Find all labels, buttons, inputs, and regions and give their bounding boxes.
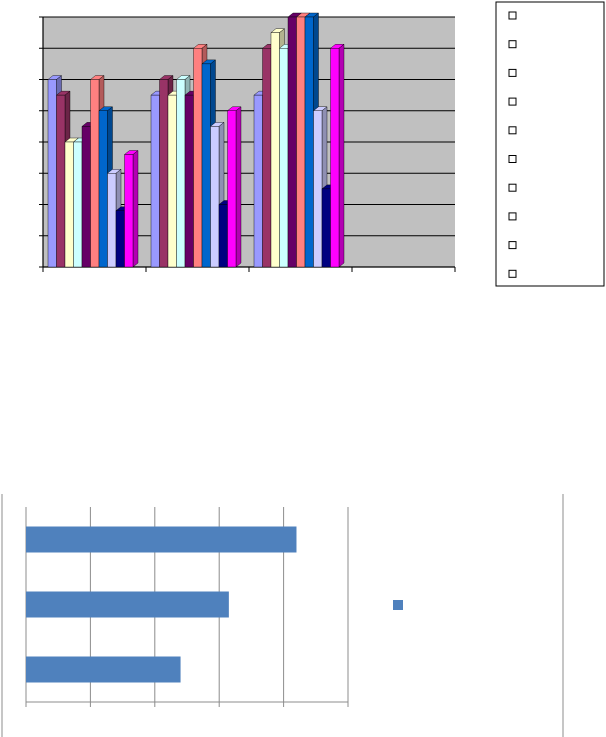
- legend-swatch: [508, 97, 517, 106]
- bar: [296, 16, 306, 268]
- bar: [47, 79, 57, 268]
- bar: [115, 210, 125, 268]
- bar: [193, 48, 203, 268]
- legend-swatch: [393, 600, 403, 610]
- bar: [330, 48, 340, 268]
- legend-swatch: [508, 40, 517, 49]
- bar: [150, 94, 160, 268]
- legend-swatch: [508, 212, 517, 221]
- bar: [262, 48, 272, 268]
- bar: [304, 16, 314, 268]
- legend-box: [495, 1, 605, 287]
- bar: [124, 154, 134, 268]
- bar: [279, 48, 289, 268]
- bar: [313, 110, 323, 268]
- bar: [98, 110, 108, 268]
- bar: [201, 63, 211, 268]
- bar: [210, 126, 220, 268]
- bar-side: [132, 150, 139, 268]
- bar: [253, 94, 263, 268]
- bar: [56, 94, 66, 268]
- legend-swatch: [508, 241, 517, 250]
- legend-swatch: [508, 269, 517, 278]
- bar: [90, 79, 100, 268]
- bar: [270, 32, 280, 268]
- legend-swatch: [508, 68, 517, 77]
- bar: [176, 79, 186, 268]
- bar-chart: [1, 494, 564, 737]
- bar: [159, 79, 169, 268]
- bar: [218, 204, 228, 268]
- bar-side: [235, 106, 242, 268]
- bar: [26, 656, 181, 683]
- bar: [81, 126, 91, 268]
- legend-swatch: [508, 183, 517, 192]
- bar: [287, 16, 297, 268]
- bar: [321, 188, 331, 268]
- bar: [184, 94, 194, 268]
- legend-swatch: [508, 155, 517, 163]
- bar: [64, 141, 74, 268]
- bar: [167, 94, 177, 268]
- bar: [26, 526, 297, 553]
- legend-swatch: [508, 11, 517, 20]
- column-chart: [39, 1, 605, 287]
- bar: [73, 141, 83, 268]
- bar: [227, 110, 237, 268]
- bar: [107, 173, 117, 268]
- bar-side: [338, 43, 345, 268]
- bar: [26, 591, 229, 618]
- legend-swatch: [508, 126, 517, 135]
